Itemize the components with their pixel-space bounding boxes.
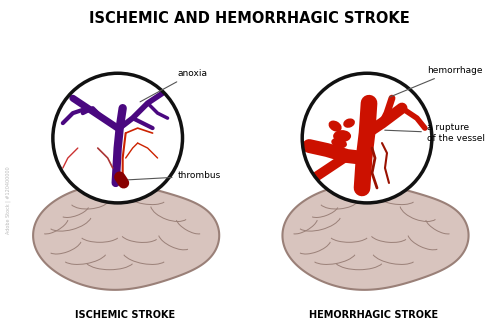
Circle shape: [53, 73, 182, 203]
Polygon shape: [282, 184, 469, 290]
Polygon shape: [33, 184, 219, 290]
Ellipse shape: [344, 119, 355, 128]
Circle shape: [302, 73, 432, 203]
Text: Adobe Stock | #120400000: Adobe Stock | #120400000: [5, 166, 10, 234]
Text: anoxia: anoxia: [140, 69, 207, 102]
Text: HEMORRHAGIC STROKE: HEMORRHAGIC STROKE: [310, 310, 438, 320]
Text: ISCHEMIC AND HEMORRHAGIC STROKE: ISCHEMIC AND HEMORRHAGIC STROKE: [89, 11, 410, 26]
Ellipse shape: [332, 138, 347, 148]
Ellipse shape: [333, 130, 351, 142]
Ellipse shape: [328, 121, 342, 132]
Text: thrombus: thrombus: [128, 171, 221, 180]
Text: a rupture
of the vessel: a rupture of the vessel: [385, 124, 485, 143]
Text: hemorrhage: hemorrhage: [390, 66, 482, 97]
Text: ISCHEMIC STROKE: ISCHEMIC STROKE: [74, 310, 174, 320]
